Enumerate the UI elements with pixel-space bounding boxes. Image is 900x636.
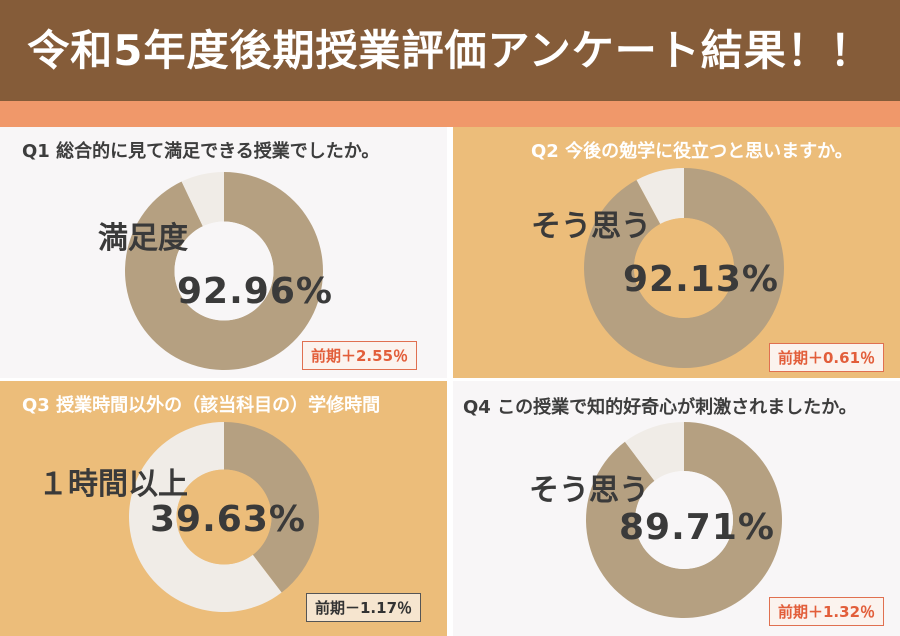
answer-label-q1: 満足度 [98, 221, 188, 256]
donut-hole [176, 469, 272, 565]
panel-q1: Q1 総合的に見て満足できる授業でしたか。 満足度 92.96% 前期＋2.55… [0, 127, 447, 378]
donut-slice-rest [129, 422, 282, 612]
donut-slice-rest [181, 172, 224, 227]
page-title: 令和5年度後期授業評価アンケート結果！！ [27, 26, 873, 75]
answer-label-q4: そう思う [529, 473, 649, 508]
donut-slice-main [586, 422, 782, 618]
panel-q3: Q3 授業時間以外の（該当科目の）学修時間 １時間以上 39.63% 前期－1.… [0, 381, 447, 636]
donut-chart-q3 [129, 422, 319, 612]
donut-slice-rest [624, 422, 684, 481]
answer-label-q2: そう思う [531, 209, 651, 244]
percent-value-q1: 92.96% [177, 271, 333, 312]
donut-hole [635, 471, 733, 569]
donut-chart-q2 [584, 168, 784, 368]
donut-slice-main [224, 422, 319, 593]
header-accent-band [0, 101, 900, 127]
question-q3: Q3 授業時間以外の（該当科目の）学修時間 [22, 395, 381, 416]
question-q4: Q4 この授業で知的好奇心が刺激されましたか。 [463, 397, 857, 418]
change-badge-q2: 前期＋0.61％ [769, 343, 885, 372]
donut-chart-q4 [586, 422, 782, 618]
donut-slice-main [584, 168, 784, 368]
donut-slice-main [124, 172, 323, 370]
question-q2: Q2 今後の勉学に役立つと思いますか。 [531, 141, 853, 162]
answer-label-q3: １時間以上 [38, 467, 188, 502]
percent-value-q2: 92.13% [623, 259, 779, 300]
donut-slice-rest [636, 168, 684, 224]
panel-q4: Q4 この授業で知的好奇心が刺激されましたか。 そう思う 89.71% 前期＋1… [453, 381, 900, 636]
header-bar: 令和5年度後期授業評価アンケート結果！！ [0, 0, 900, 101]
donut-hole [634, 218, 734, 318]
percent-value-q4: 89.71% [619, 507, 775, 548]
donut-hole [174, 221, 274, 321]
panel-q2: Q2 今後の勉学に役立つと思いますか。 そう思う 92.13% 前期＋0.61％ [453, 127, 900, 378]
percent-value-q3: 39.63% [150, 499, 306, 540]
change-badge-q3: 前期－1.17％ [306, 593, 422, 622]
question-q1: Q1 総合的に見て満足できる授業でしたか。 [22, 141, 380, 162]
change-badge-q1: 前期＋2.55％ [302, 341, 418, 370]
donut-chart-q1 [124, 172, 323, 370]
change-badge-q4: 前期＋1.32％ [769, 597, 885, 626]
